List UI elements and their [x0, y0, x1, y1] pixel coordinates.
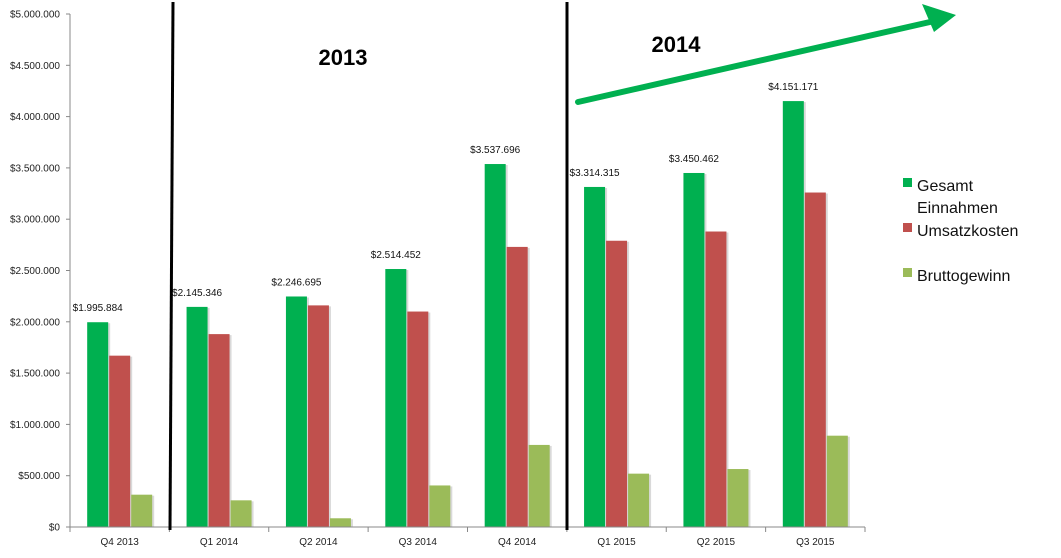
legend-label: Umsatzkosten: [917, 223, 1018, 240]
year-divider-left: [168, 1, 175, 531]
bar: [705, 231, 727, 527]
legend-label: Bruttogewinn: [917, 268, 1010, 285]
bar: [230, 500, 252, 527]
y-tick-label: $0: [49, 523, 61, 534]
axes-layer: $0 $500.000 $1.000.000 $1.500.000 $2.000.000…: [10, 10, 866, 548]
bar: [584, 186, 606, 527]
x-tick-label: Q3 2014: [399, 537, 438, 548]
y-tick-label: $2.500.000: [10, 266, 60, 277]
y-tick-label: $4.000.000: [10, 112, 60, 123]
y-tick-label: $1.000.000: [10, 420, 60, 431]
bar: [429, 485, 451, 527]
y-tick-label: $4.500.000: [10, 61, 60, 72]
legend-label: Einnahmen: [917, 200, 998, 217]
legend-swatch: [903, 223, 912, 232]
year-label-2013: 2013: [319, 45, 368, 70]
bar: [826, 435, 848, 527]
data-label: $3.314.315: [570, 168, 620, 179]
x-tick-label: Q2 2014: [299, 537, 338, 548]
annotations-layer: 2013 2014: [168, 1, 956, 531]
y-tick-label: $3.500.000: [10, 163, 60, 174]
legend-label: Gesamt: [917, 178, 974, 195]
bar: [285, 296, 307, 527]
x-tick-label: Q2 2015: [697, 537, 736, 548]
x-tick-label: Q4 2014: [498, 537, 537, 548]
data-label: $2.145.346: [172, 288, 222, 299]
trend-arrow-shaft: [575, 19, 933, 105]
bar: [385, 269, 407, 527]
data-label: $2.514.452: [371, 250, 421, 261]
y-tick-label: $3.000.000: [10, 215, 60, 226]
bar: [606, 240, 628, 527]
bar: [407, 311, 429, 527]
bar: [208, 334, 230, 527]
y-tick-label: $1.500.000: [10, 369, 60, 380]
data-label: $1.995.884: [73, 303, 123, 314]
bar: [307, 305, 329, 527]
x-tick-label: Q1 2014: [200, 537, 239, 548]
x-tick-label: Q1 2015: [597, 537, 636, 548]
labels-layer: $1.995.884 $2.145.346 $2.246.695 $2.514.452…: [73, 82, 819, 314]
trend-arrow-head: [922, 4, 956, 32]
bar: [484, 164, 506, 527]
y-tick-label: $5.000.000: [10, 10, 60, 21]
bar: [329, 518, 351, 527]
legend-swatch: [903, 268, 912, 277]
year-label-2014: 2014: [652, 32, 702, 57]
bar: [782, 101, 804, 528]
bar: [131, 494, 153, 527]
y-tick-label: $2.000.000: [10, 317, 60, 328]
y-tick-label: $500.000: [18, 471, 60, 482]
bar: [87, 322, 109, 527]
legend-swatch: [903, 178, 912, 187]
data-label: $3.450.462: [669, 154, 719, 165]
x-tick-label: Q3 2015: [796, 537, 835, 548]
legend: Gesamt Einnahmen Umsatzkosten Bruttogewinn: [903, 178, 1018, 285]
data-label: $3.537.696: [470, 145, 520, 156]
bar: [804, 192, 826, 528]
bar: [506, 246, 528, 528]
bar: [727, 469, 749, 527]
bar: [628, 473, 650, 527]
bar: [109, 355, 131, 527]
bars-layer: [87, 101, 850, 528]
x-tick-label: Q4 2013: [101, 537, 140, 548]
bar: [683, 172, 705, 527]
data-label: $2.246.695: [271, 277, 321, 288]
bar: [186, 306, 208, 527]
data-label: $4.151.171: [768, 82, 818, 93]
bar: [528, 444, 550, 527]
